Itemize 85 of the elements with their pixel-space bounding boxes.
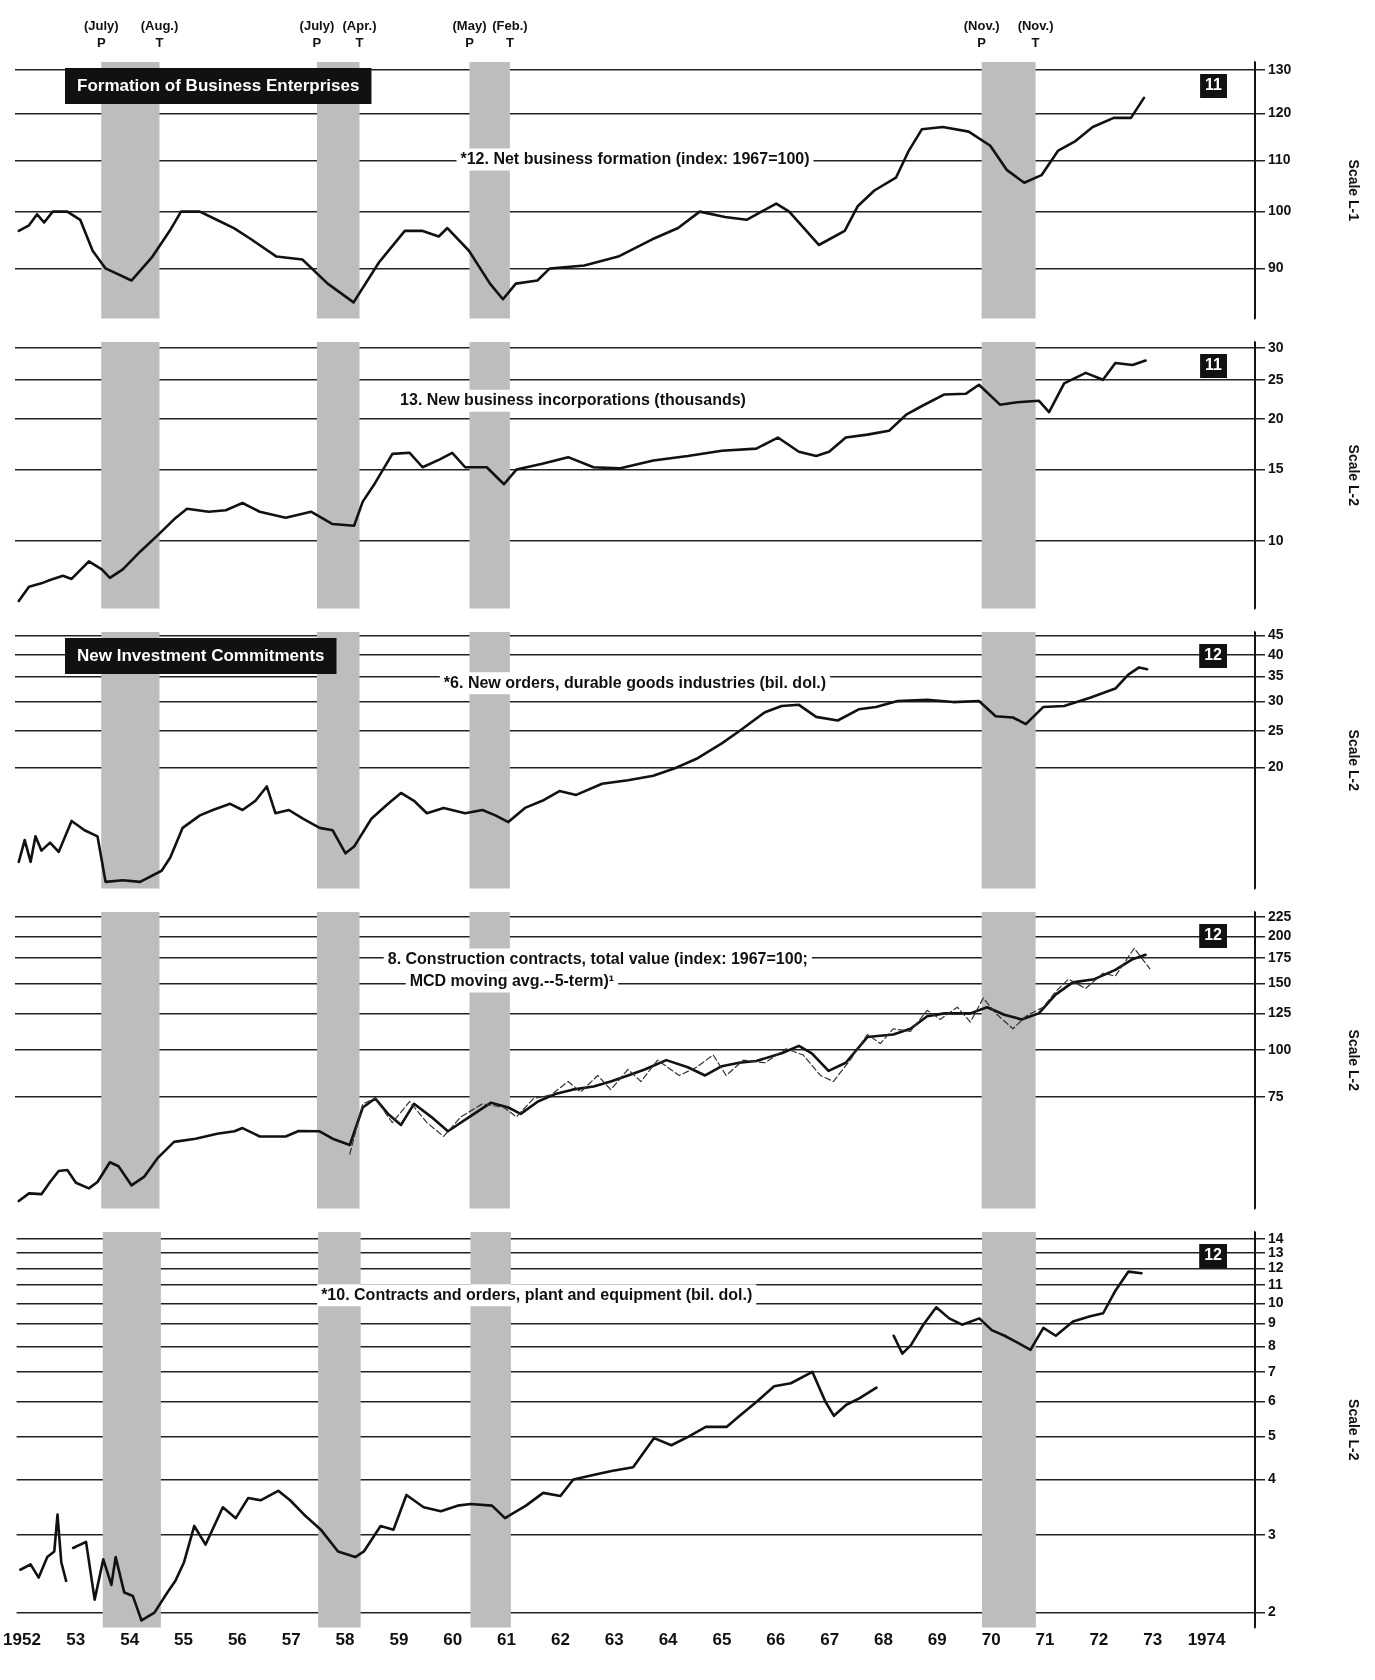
annotation: 12	[1204, 926, 1223, 944]
line-series	[349, 947, 1151, 1155]
annotation: 11	[1205, 76, 1223, 94]
y-tick-label: 125	[1268, 1004, 1292, 1021]
x-tick-label: 67	[820, 1630, 840, 1650]
x-tick-label: 70	[981, 1630, 1001, 1650]
x-tick-label: 72	[1089, 1630, 1109, 1650]
text: (July) P	[299, 18, 335, 51]
x-tick-label: 58	[335, 1630, 355, 1650]
y-tick-label: 130	[1268, 61, 1292, 78]
x-tick-label: 57	[281, 1630, 301, 1650]
x-tick-label: 68	[874, 1630, 893, 1650]
y-tick-label: 100	[1268, 1040, 1292, 1057]
annotation: 12	[1204, 646, 1223, 664]
text: *6. New orders, durable goods industries (bil. dol.)	[443, 673, 827, 691]
y-tick-label: 4	[1268, 1470, 1276, 1487]
y-tick-label: 3	[1268, 1525, 1276, 1542]
text: (May) P	[452, 18, 487, 51]
text: (Aug.) T	[140, 18, 179, 51]
y-tick-label: 12	[1268, 1259, 1284, 1276]
x-tick-label: 60	[443, 1630, 463, 1650]
y-tick-label: 11	[1268, 1275, 1284, 1292]
y-tick-label: 30	[1268, 692, 1284, 709]
y-tick-label: 25	[1268, 722, 1284, 739]
annotation: 11	[1205, 356, 1223, 374]
y-tick-label: 13	[1268, 1243, 1284, 1260]
x-tick-label: 1952	[3, 1630, 41, 1650]
annotation: 12	[1204, 1246, 1223, 1264]
x-tick-label: 63	[604, 1630, 624, 1650]
y-tick-label: 5	[1268, 1427, 1276, 1444]
x-tick-label: 71	[1035, 1630, 1055, 1650]
text: (July) P	[83, 18, 119, 51]
y-tick-label: 25	[1268, 370, 1284, 387]
x-tick-label: 54	[120, 1630, 140, 1650]
x-tick-label: 64	[658, 1630, 679, 1650]
y-tick-label: 200	[1268, 927, 1292, 944]
text: (Feb.) T	[492, 18, 528, 51]
text: *10. Contracts and orders, plant and equipment (bil. dol.)	[321, 1285, 753, 1303]
x-tick-label: 1974	[1187, 1630, 1226, 1650]
y-tick-label: 7	[1268, 1362, 1276, 1379]
y-tick-label: 9	[1268, 1314, 1276, 1331]
y-tick-label: 120	[1268, 104, 1292, 121]
y-tick-label: 35	[1268, 667, 1284, 684]
y-tick-label: 90	[1268, 259, 1284, 276]
y-axis-title: Scale L-2	[1345, 1029, 1362, 1092]
y-tick-label: 14	[1268, 1229, 1284, 1246]
y-tick-label: 225	[1268, 907, 1292, 924]
text: 13. New business incorporations (thousands)	[400, 391, 746, 409]
x-tick-label: 69	[927, 1630, 947, 1650]
x-tick-label: 62	[550, 1630, 570, 1650]
x-tick-label: 65	[712, 1630, 732, 1650]
text: (Apr.) T	[342, 18, 377, 51]
text: New Investment Commitments	[77, 645, 325, 665]
x-tick-label: 53	[66, 1630, 86, 1650]
y-tick-label: 45	[1268, 626, 1284, 643]
y-tick-label: 40	[1268, 645, 1284, 662]
x-tick-label: 59	[389, 1630, 409, 1650]
y-tick-label: 15	[1268, 460, 1284, 477]
y-tick-label: 75	[1268, 1087, 1284, 1104]
text: Formation of Business Enterprises	[77, 75, 360, 95]
text: 8. Construction contracts, total value (index: 1967=100; MCD moving avg.--5-term)¹	[387, 949, 808, 989]
y-axis-title: Scale L-1	[1345, 159, 1362, 222]
y-tick-label: 6	[1268, 1392, 1276, 1409]
x-tick-label: 66	[766, 1630, 786, 1650]
y-tick-label: 30	[1268, 338, 1284, 355]
y-axis-title: Scale L-2	[1345, 1399, 1362, 1461]
text: *12. Net business formation (index: 1967=100)	[460, 149, 810, 167]
y-tick-label: 10	[1268, 1294, 1284, 1311]
x-tick-label: 73	[1143, 1630, 1163, 1650]
y-tick-label: 10	[1268, 531, 1284, 548]
y-tick-label: 175	[1268, 949, 1292, 966]
y-tick-label: 20	[1268, 409, 1284, 426]
y-tick-label: 8	[1268, 1337, 1276, 1354]
x-tick-label: 61	[497, 1630, 517, 1650]
y-tick-label: 150	[1268, 974, 1292, 991]
x-tick-label: 55	[174, 1630, 193, 1650]
y-axis-title: Scale L-2	[1345, 444, 1362, 507]
y-tick-label: 100	[1268, 202, 1292, 219]
y-tick-label: 2	[1268, 1603, 1276, 1620]
y-axis-title: Scale L-2	[1345, 729, 1362, 792]
x-tick-label: 56	[227, 1630, 247, 1650]
text: (Nov.) P	[963, 18, 1000, 51]
text: (Nov.) T	[1017, 18, 1054, 51]
y-tick-label: 20	[1268, 758, 1284, 775]
y-tick-label: 110	[1268, 151, 1291, 168]
